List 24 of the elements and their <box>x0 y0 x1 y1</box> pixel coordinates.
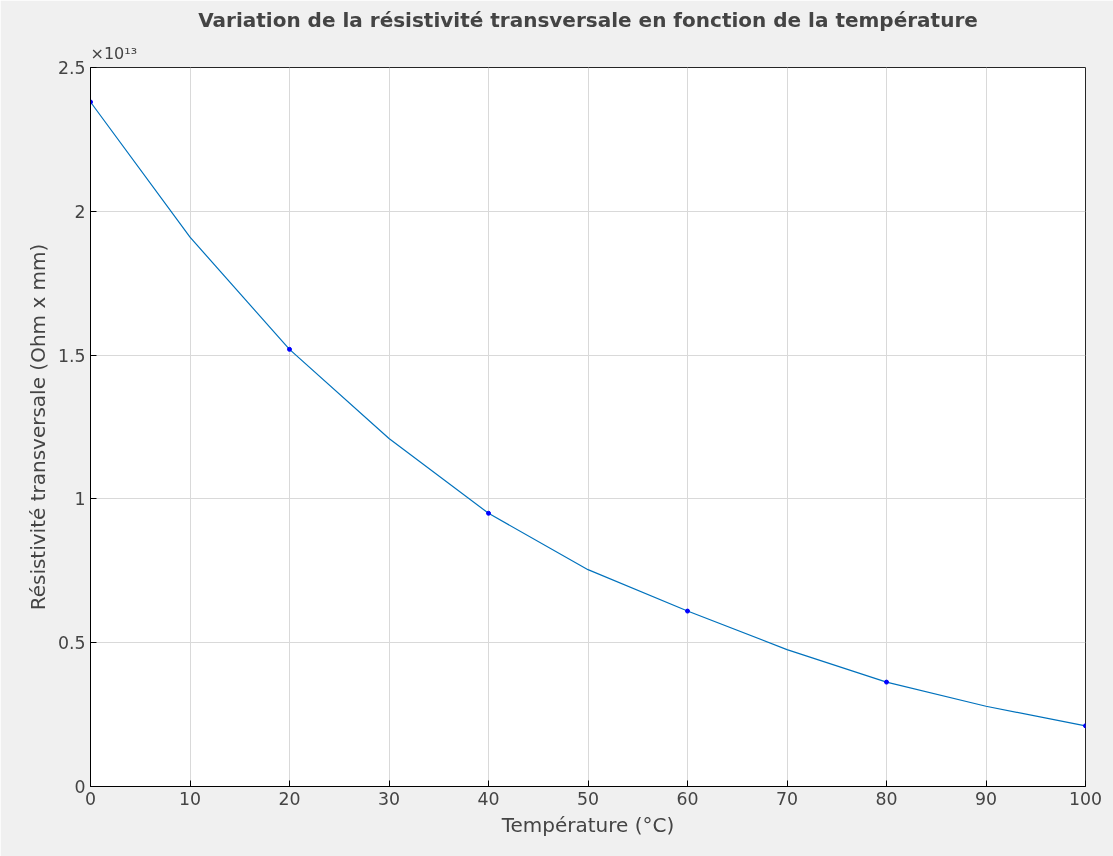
point <box>884 679 889 685</box>
y-tick-label: 2 <box>74 201 86 222</box>
x-tick-label: 90 <box>974 788 998 809</box>
x-tick-label: 20 <box>278 788 301 809</box>
y-tick-label: 0.5 <box>57 633 86 654</box>
x-tick-label: 50 <box>576 788 600 809</box>
x-tick-label: 100 <box>1068 788 1103 809</box>
x-tick-label: 40 <box>477 788 500 809</box>
y-tick-label: 1.5 <box>57 345 86 366</box>
chart-title: Variation de la résistivité transversale en fonction de la température <box>198 7 978 32</box>
y-tick-label: 1 <box>74 489 86 510</box>
x-tick-label: 30 <box>377 788 401 809</box>
point <box>486 510 491 516</box>
x-axis-title: Température (°C) <box>500 812 675 837</box>
point <box>287 346 292 352</box>
line-series <box>90 101 1086 727</box>
y-axis-title: Résistivité transversale (Ohm x mm) <box>25 243 50 611</box>
x-tick-label: 60 <box>676 788 699 809</box>
text: ×10¹³ <box>90 43 138 63</box>
point <box>685 608 690 614</box>
x-tick-label: 80 <box>875 788 898 809</box>
x-tick-label: 10 <box>178 788 202 809</box>
x-tick-label: 70 <box>775 788 799 809</box>
y-tick-label: 2.5 <box>57 58 86 78</box>
